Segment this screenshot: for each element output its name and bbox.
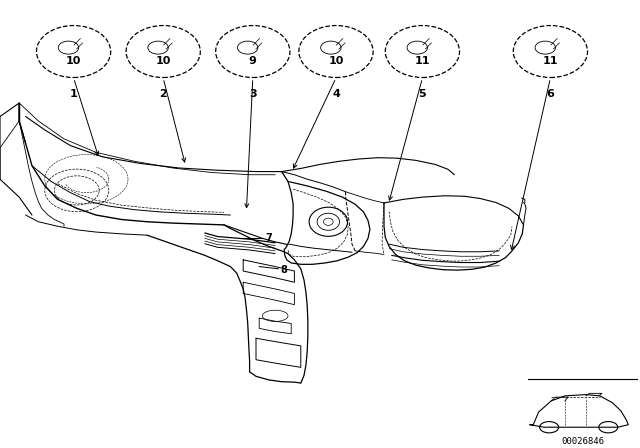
Text: 5: 5 — [419, 89, 426, 99]
Text: 8: 8 — [280, 265, 287, 275]
Text: 3: 3 — [249, 89, 257, 99]
Text: 11: 11 — [415, 56, 430, 65]
Circle shape — [36, 26, 111, 78]
Text: 10: 10 — [328, 56, 344, 65]
Text: 2: 2 — [159, 89, 167, 99]
Text: 10: 10 — [66, 56, 81, 65]
Circle shape — [513, 26, 588, 78]
Text: 1: 1 — [70, 89, 77, 99]
Circle shape — [385, 26, 460, 78]
Circle shape — [216, 26, 290, 78]
Text: 11: 11 — [543, 56, 558, 65]
Text: 10: 10 — [156, 56, 171, 65]
Text: 4: 4 — [332, 89, 340, 99]
Text: 00026846: 00026846 — [561, 437, 604, 446]
Circle shape — [299, 26, 373, 78]
Text: 9: 9 — [249, 56, 257, 65]
Text: 7: 7 — [266, 233, 273, 243]
Circle shape — [126, 26, 200, 78]
Text: 6: 6 — [547, 89, 554, 99]
